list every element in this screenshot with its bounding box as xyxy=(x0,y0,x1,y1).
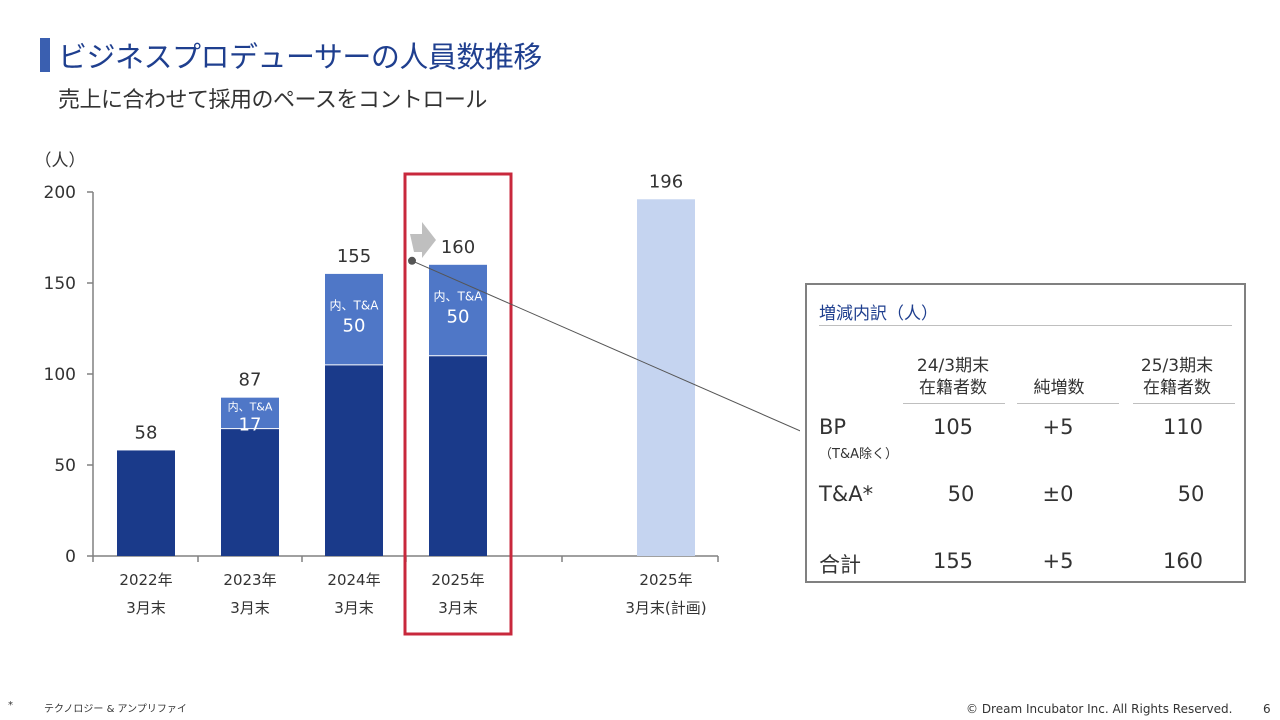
bp-bar xyxy=(221,428,279,556)
growth-arrow xyxy=(410,222,436,258)
breakdown-title: 増減内訳（人） xyxy=(819,304,938,324)
total-label: 160 xyxy=(441,237,475,258)
page-title: ビジネスプロデューサーの人員数推移 xyxy=(58,40,542,74)
cell-ta-start: 50 xyxy=(947,482,975,506)
row-label-bp: BP xyxy=(819,415,847,439)
cell-ta-end: 50 xyxy=(1177,482,1205,506)
copyright: © Dream Incubator Inc. All Rights Reserv… xyxy=(966,702,1233,716)
page-subtitle: 売上に合わせて採用のペースをコントロール xyxy=(58,88,487,113)
total-label: 196 xyxy=(649,171,683,192)
col-header-start-line1: 24/3期末 xyxy=(916,356,990,376)
breakdown-title-rule xyxy=(819,325,1232,326)
col-rule-start xyxy=(903,403,1005,404)
cell-total-end: 160 xyxy=(1162,549,1204,573)
x-category-label: 2023年 xyxy=(223,571,276,589)
y-unit-label: （人） xyxy=(35,151,86,171)
col-rule-end xyxy=(1133,403,1235,404)
ta-bar xyxy=(325,273,383,365)
row-label-total: 合計 xyxy=(819,553,861,577)
ta-bar xyxy=(429,264,487,356)
highlight-box xyxy=(403,172,513,636)
ta-segment-label: 内、T&A xyxy=(434,289,484,303)
plan-bar xyxy=(637,199,695,556)
x-category-label: 3月末 xyxy=(230,599,270,617)
y-tick-label: 200 xyxy=(44,183,76,203)
ta-segment-value: 50 xyxy=(447,306,470,327)
footnote: * テクノロジー & アンプリファイ xyxy=(8,700,187,715)
col-header-end-line1: 25/3期末 xyxy=(1140,356,1214,376)
breakdown-panel: 増減内訳（人） 24/3期末 在籍者数 純増数 25/3期末 在籍者数 BP （… xyxy=(805,283,1246,583)
col-header-change: 純増数 xyxy=(1033,378,1085,398)
cell-bp-start: 105 xyxy=(932,415,974,439)
footnote-mark: * xyxy=(8,700,13,711)
cell-ta-change: ±0 xyxy=(1042,482,1074,506)
total-label: 87 xyxy=(239,370,262,391)
x-category-label: 3月末 xyxy=(334,599,374,617)
x-category-label: 3月末(計画) xyxy=(625,599,706,617)
footnote-text: テクノロジー & アンプリファイ xyxy=(44,704,187,715)
y-tick-label: 50 xyxy=(54,456,76,476)
total-label: 58 xyxy=(135,422,158,443)
title-accent-bar xyxy=(40,38,50,72)
x-category-label: 2025年 xyxy=(431,571,484,589)
ta-segment-value: 50 xyxy=(343,315,366,336)
x-category-label: 3月末 xyxy=(126,599,166,617)
bp-bar xyxy=(117,450,175,556)
ta-segment-label: 内、T&A xyxy=(330,298,380,312)
ta-segment-value: 17 xyxy=(239,415,262,436)
y-tick-label: 100 xyxy=(44,365,76,385)
x-category-label: 2024年 xyxy=(327,571,380,589)
cell-total-start: 155 xyxy=(932,549,974,573)
connector-line xyxy=(411,260,800,432)
bp-bar xyxy=(325,364,383,556)
row-label-ta: T&A* xyxy=(819,482,874,506)
y-tick-label: 0 xyxy=(65,547,76,567)
x-category-label: 2022年 xyxy=(119,571,172,589)
headcount-bar-chart: 050100150200（人）582022年3月末内、T&A17872023年3… xyxy=(35,151,800,636)
row-sublabel-bp: （T&A除く） xyxy=(819,447,898,462)
ta-segment-label: 内、T&A xyxy=(228,400,273,414)
cell-bp-end: 110 xyxy=(1162,415,1204,439)
ta-bar xyxy=(221,397,279,429)
cell-bp-change: +5 xyxy=(1042,415,1074,439)
page-number: 6 xyxy=(1263,702,1271,716)
col-header-start-line2: 在籍者数 xyxy=(919,378,987,398)
total-label: 155 xyxy=(337,246,371,267)
y-tick-label: 150 xyxy=(44,274,76,294)
col-header-end-line2: 在籍者数 xyxy=(1143,378,1211,398)
bp-bar xyxy=(429,355,487,556)
cell-total-change: +5 xyxy=(1042,549,1074,573)
col-rule-change xyxy=(1017,403,1119,404)
x-category-label: 2025年 xyxy=(639,571,692,589)
col-header-end: 25/3期末 在籍者数 xyxy=(1127,355,1227,399)
col-header-start: 24/3期末 在籍者数 xyxy=(903,355,1003,399)
x-category-label: 3月末 xyxy=(438,599,478,617)
